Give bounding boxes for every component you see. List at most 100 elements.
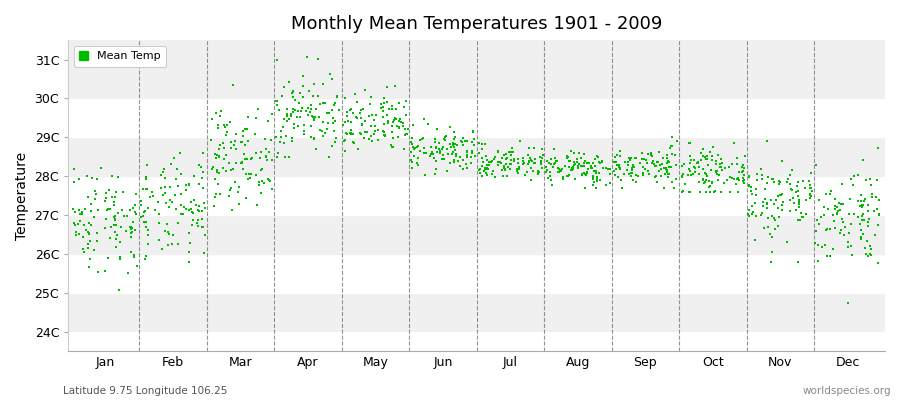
Point bbox=[608, 154, 623, 160]
Point bbox=[205, 166, 220, 172]
Point bbox=[870, 206, 885, 212]
Point bbox=[859, 245, 873, 251]
Point bbox=[562, 154, 576, 160]
Point bbox=[861, 222, 876, 229]
Point bbox=[730, 155, 744, 162]
Point bbox=[367, 123, 382, 129]
Point bbox=[669, 162, 683, 168]
Point bbox=[393, 119, 408, 126]
Point bbox=[249, 150, 264, 156]
Point bbox=[804, 170, 818, 176]
Point bbox=[590, 153, 604, 159]
Point bbox=[657, 165, 671, 172]
Point bbox=[384, 106, 399, 112]
Point bbox=[682, 168, 697, 174]
Point bbox=[860, 208, 875, 214]
Point bbox=[760, 137, 774, 144]
Point bbox=[767, 200, 781, 207]
Point bbox=[791, 200, 806, 207]
Point bbox=[862, 251, 877, 257]
Point bbox=[652, 168, 666, 174]
Point bbox=[191, 206, 205, 213]
Point bbox=[390, 116, 404, 122]
Point bbox=[438, 133, 453, 139]
Point bbox=[658, 170, 672, 177]
Point bbox=[282, 78, 296, 85]
Point bbox=[607, 158, 621, 165]
Point bbox=[187, 173, 202, 180]
Point bbox=[793, 217, 807, 224]
Point bbox=[174, 211, 188, 217]
Point bbox=[254, 189, 268, 196]
Point bbox=[276, 123, 291, 130]
Point bbox=[683, 188, 698, 195]
Point bbox=[510, 156, 525, 162]
Point bbox=[682, 140, 697, 146]
Point bbox=[230, 189, 245, 195]
Point bbox=[440, 168, 454, 174]
Legend: Mean Temp: Mean Temp bbox=[74, 46, 166, 67]
Point bbox=[503, 161, 517, 168]
Point bbox=[613, 166, 627, 172]
Point bbox=[192, 207, 206, 214]
Point bbox=[378, 132, 392, 138]
Point bbox=[735, 178, 750, 184]
Point bbox=[367, 128, 382, 134]
Point bbox=[140, 161, 154, 168]
Point bbox=[796, 178, 810, 184]
Point bbox=[84, 201, 98, 207]
Point bbox=[108, 217, 122, 223]
Point bbox=[702, 184, 716, 190]
Point bbox=[244, 156, 258, 162]
Point bbox=[256, 180, 271, 186]
Bar bbox=[68, 98, 885, 137]
Point bbox=[108, 222, 122, 228]
Point bbox=[163, 197, 177, 203]
Point bbox=[867, 208, 881, 214]
Point bbox=[387, 114, 401, 121]
Point bbox=[105, 173, 120, 179]
Point bbox=[206, 203, 220, 210]
Point bbox=[526, 144, 541, 151]
Point bbox=[387, 83, 401, 90]
Point bbox=[189, 202, 203, 208]
Point bbox=[811, 242, 825, 249]
Point bbox=[344, 106, 358, 113]
Point bbox=[787, 200, 801, 206]
Point bbox=[374, 105, 388, 112]
Point bbox=[730, 176, 744, 182]
Point bbox=[696, 146, 710, 152]
Point bbox=[765, 213, 779, 220]
Point bbox=[629, 171, 643, 178]
Point bbox=[762, 231, 777, 237]
Point bbox=[617, 171, 632, 178]
Point bbox=[212, 142, 227, 148]
Point bbox=[520, 169, 535, 175]
Point bbox=[540, 166, 554, 173]
Point bbox=[706, 144, 720, 150]
Point bbox=[688, 165, 702, 171]
Point bbox=[683, 160, 698, 166]
Point bbox=[197, 200, 211, 206]
Point bbox=[141, 232, 156, 238]
Point bbox=[698, 188, 713, 195]
Point bbox=[768, 226, 782, 232]
Point bbox=[755, 210, 770, 216]
Point bbox=[226, 82, 240, 88]
Point bbox=[582, 160, 597, 166]
Point bbox=[477, 166, 491, 172]
Point bbox=[497, 165, 511, 172]
Point bbox=[808, 239, 823, 246]
Point bbox=[540, 158, 554, 164]
Point bbox=[835, 181, 850, 187]
Point bbox=[833, 206, 848, 213]
Point bbox=[140, 186, 154, 192]
Point bbox=[511, 160, 526, 166]
Point bbox=[221, 159, 236, 166]
Point bbox=[716, 160, 730, 166]
Point bbox=[590, 154, 605, 160]
Point bbox=[400, 130, 414, 137]
Point bbox=[182, 182, 196, 188]
Point bbox=[788, 189, 803, 195]
Point bbox=[584, 165, 598, 171]
